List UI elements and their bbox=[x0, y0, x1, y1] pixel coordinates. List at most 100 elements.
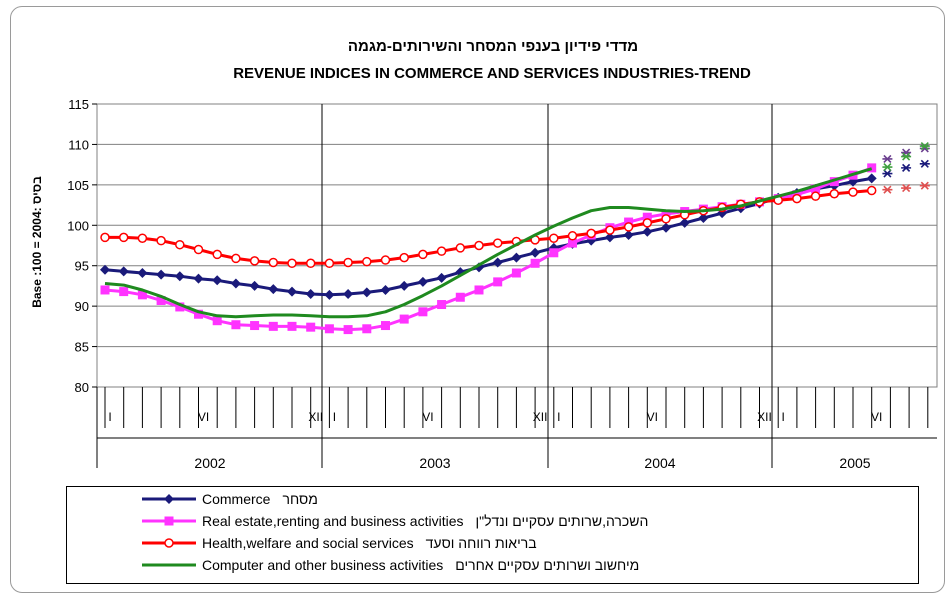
data-point bbox=[623, 229, 634, 240]
data-point bbox=[829, 177, 839, 187]
legend-swatch bbox=[142, 516, 196, 526]
data-point bbox=[362, 256, 372, 267]
data-point bbox=[118, 266, 129, 277]
legend-swatch bbox=[142, 494, 196, 504]
data-point bbox=[493, 277, 503, 287]
month-label: VI bbox=[198, 410, 209, 424]
data-point bbox=[306, 322, 316, 332]
y-tick-label: 115 bbox=[68, 97, 89, 112]
legend-entry: Real estate,renting and business activit… bbox=[140, 510, 648, 532]
data-point bbox=[287, 321, 297, 331]
data-point bbox=[829, 189, 840, 199]
legend-entry: Commerce מסחר bbox=[140, 488, 318, 510]
data-point bbox=[343, 289, 354, 300]
data-point bbox=[156, 269, 167, 280]
y-tick-label: 110 bbox=[68, 137, 89, 152]
data-point bbox=[867, 163, 877, 173]
data-point bbox=[810, 191, 821, 201]
data-point bbox=[549, 233, 559, 243]
year-label: 2005 bbox=[839, 455, 870, 471]
data-point bbox=[324, 289, 335, 300]
data-point bbox=[362, 324, 372, 334]
legend-swatch bbox=[142, 563, 196, 567]
data-point bbox=[866, 173, 877, 184]
data-point bbox=[175, 302, 185, 312]
data-point bbox=[343, 257, 353, 268]
data-point bbox=[324, 258, 335, 269]
data-point bbox=[642, 212, 652, 222]
projection-point bbox=[882, 163, 893, 172]
data-point bbox=[212, 275, 223, 286]
y-tick-label: 95 bbox=[75, 259, 89, 274]
data-point bbox=[268, 257, 279, 268]
projection-point bbox=[882, 185, 893, 194]
month-label: VI bbox=[647, 410, 658, 424]
year-label: 2002 bbox=[194, 455, 225, 471]
month-label: I bbox=[557, 410, 560, 424]
chart-subtitle: REVENUE INDICES IN COMMERCE AND SERVICES… bbox=[233, 65, 751, 82]
data-point bbox=[811, 184, 821, 194]
data-point bbox=[492, 238, 503, 248]
data-point bbox=[679, 217, 690, 228]
data-point bbox=[568, 238, 577, 248]
data-point bbox=[624, 217, 634, 227]
year-label: 2003 bbox=[419, 455, 450, 471]
data-point bbox=[380, 255, 391, 265]
y-axis-label: Base :100 = 2004: בסיס bbox=[30, 176, 44, 308]
data-point bbox=[249, 256, 260, 266]
projection-point bbox=[919, 141, 930, 151]
data-point bbox=[604, 232, 615, 243]
legend-label-hebrew: מסחר bbox=[282, 491, 318, 507]
data-point bbox=[418, 307, 428, 317]
y-tick-label: 105 bbox=[67, 178, 89, 193]
data-point bbox=[287, 258, 297, 269]
data-point bbox=[193, 273, 204, 284]
data-point bbox=[100, 232, 110, 243]
data-point bbox=[231, 253, 241, 264]
data-point bbox=[305, 258, 316, 269]
data-point bbox=[418, 249, 428, 260]
y-tick-label: 90 bbox=[75, 299, 89, 314]
legend-entry: Health,welfare and social services בריאות… bbox=[140, 532, 537, 554]
data-point bbox=[530, 247, 541, 258]
data-point bbox=[549, 248, 559, 258]
data-point bbox=[492, 257, 503, 268]
data-point bbox=[511, 252, 522, 263]
data-point bbox=[212, 316, 222, 326]
plot-area: 80 85 90 95 100 105 110 115 I VI XII I VI XII I VI XII I V… bbox=[67, 97, 938, 471]
data-point bbox=[848, 187, 858, 197]
month-label: XII bbox=[533, 410, 548, 424]
data-point bbox=[642, 226, 653, 237]
data-point bbox=[661, 214, 671, 224]
data-point bbox=[474, 240, 484, 251]
projection-point bbox=[901, 184, 912, 193]
data-point bbox=[175, 239, 185, 250]
data-point bbox=[586, 228, 596, 239]
data-point bbox=[455, 292, 465, 302]
data-point bbox=[174, 271, 185, 282]
y-tick-label: 80 bbox=[75, 380, 89, 395]
y-tick-label: 85 bbox=[75, 340, 89, 355]
data-point bbox=[605, 225, 615, 235]
data-point bbox=[156, 295, 166, 305]
data-point bbox=[792, 193, 802, 204]
legend-entry: Computer and other business activities מי… bbox=[140, 554, 639, 576]
data-point bbox=[250, 321, 260, 331]
data-point bbox=[194, 309, 203, 319]
data-point bbox=[361, 287, 372, 298]
projection-point bbox=[919, 159, 930, 168]
data-point bbox=[137, 233, 148, 243]
data-point bbox=[399, 314, 409, 324]
data-point bbox=[100, 264, 110, 275]
y-tick-label: 100 bbox=[67, 218, 89, 233]
month-label: XII bbox=[757, 410, 772, 424]
data-point bbox=[156, 235, 166, 246]
data-point bbox=[436, 272, 447, 283]
month-label: I bbox=[782, 410, 785, 424]
chart-title: מדדי פידיון בענפי המסחר והשירותים-מגמה bbox=[348, 38, 638, 55]
data-point bbox=[305, 289, 316, 300]
month-label: I bbox=[108, 410, 111, 424]
month-label: XII bbox=[308, 410, 323, 424]
data-point bbox=[343, 325, 353, 335]
